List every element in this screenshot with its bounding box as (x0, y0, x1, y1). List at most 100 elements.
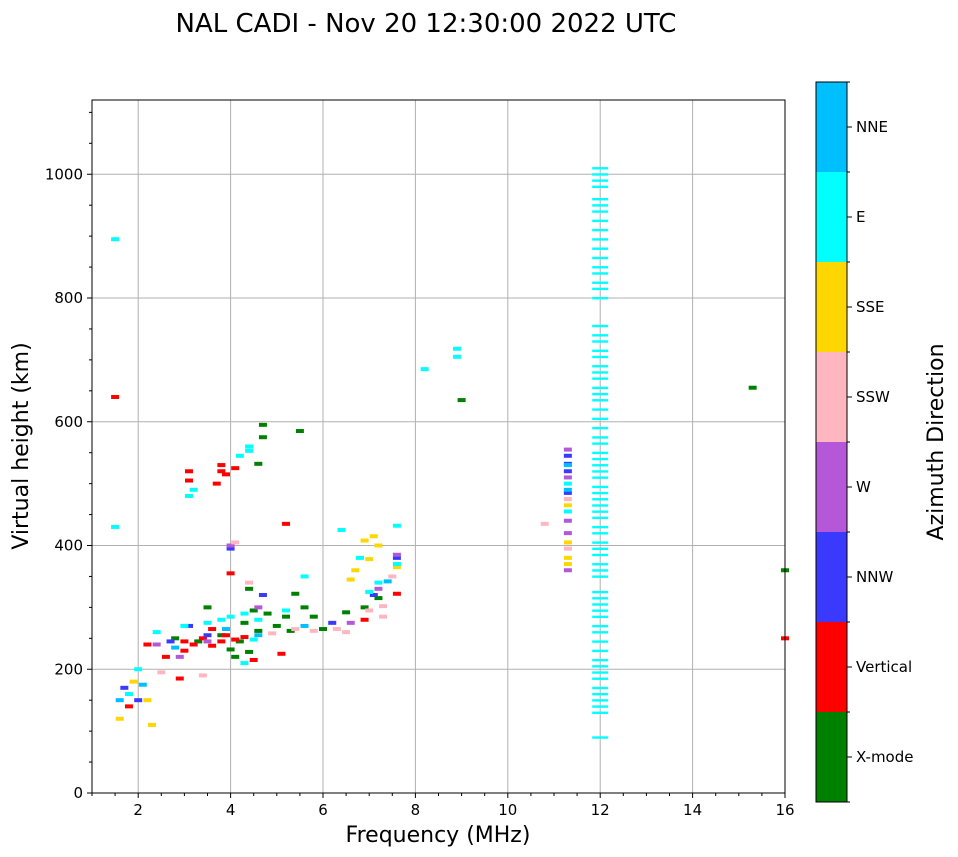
data-point-ssw (231, 540, 240, 545)
data-point-vertical-line (592, 238, 609, 241)
data-point-vertical-line (592, 516, 609, 520)
data-point-sse (360, 538, 369, 543)
data-point-vertical-line (592, 699, 609, 702)
data-point-x-mode (226, 647, 235, 652)
data-point-vertical-line (592, 563, 609, 566)
y-tick-label: 1000 (45, 165, 83, 183)
data-point-x-mode (217, 633, 226, 638)
x-tick-label: 6 (318, 801, 328, 819)
y-axis-title: Virtual height (km) (9, 342, 34, 549)
data-point-sse (346, 577, 355, 582)
data-point-sse (392, 565, 401, 570)
data-point-vertical-line (592, 553, 609, 557)
data-point-ssw (388, 574, 397, 579)
data-point-vertical-line (592, 219, 609, 223)
data-point-vertical-line (592, 324, 609, 328)
data-point-ssw (540, 521, 549, 526)
data-point-vertical-line (592, 228, 609, 232)
data-point-x-mode (194, 639, 203, 644)
colorbar-segment (816, 712, 847, 802)
data-point-vertical-line (592, 436, 609, 439)
data-point-vertical-line (592, 575, 609, 578)
data-point-vertical-line (592, 485, 609, 489)
chart-title: NAL CADI - Nov 20 12:30:00 2022 UTC (176, 9, 677, 39)
data-point-vertical-line (592, 491, 609, 495)
data-point-nne (221, 627, 230, 632)
data-point-vertical (231, 466, 240, 471)
colorbar-segment (816, 622, 847, 712)
data-point-vertical-line (592, 525, 609, 529)
data-point-vertical-line (592, 266, 609, 269)
data-point-ssw (291, 627, 300, 632)
data-point-e (282, 608, 291, 613)
data-point-vertical-line (592, 470, 609, 473)
data-point-sse (143, 698, 152, 703)
y-tick-label: 200 (54, 660, 83, 678)
data-point-nnw (134, 698, 143, 703)
data-point-ssw (268, 631, 277, 636)
data-point-vertical (221, 472, 230, 477)
data-point-e (189, 487, 198, 492)
data-point-e (563, 481, 572, 486)
data-point-x-mode (240, 620, 249, 625)
data-point-x-mode (282, 614, 291, 619)
data-point-e (134, 667, 143, 672)
data-point-vertical-line (592, 349, 609, 352)
data-point-vertical (198, 636, 207, 641)
data-point-vertical-line (592, 457, 609, 461)
colorbar-label: X-mode (856, 748, 913, 766)
data-point-x-mode (245, 586, 254, 591)
data-point-vertical (143, 642, 152, 647)
data-point-x-mode (309, 614, 318, 619)
data-point-x-mode (291, 591, 300, 596)
data-point-vertical-line (592, 736, 609, 739)
data-point-nnw (369, 593, 378, 597)
data-point-sse (563, 555, 572, 560)
data-point-vertical-line (592, 649, 609, 653)
y-tick-label: 600 (54, 413, 83, 431)
data-point-nne (254, 633, 263, 638)
data-point-w (152, 642, 161, 647)
data-point-vertical-line (592, 340, 609, 343)
data-point-w (226, 543, 235, 548)
data-point-vertical-line (592, 365, 609, 368)
data-point-vertical-line (592, 408, 609, 411)
data-point-w (392, 552, 401, 557)
data-point-vertical-line (592, 392, 609, 396)
colorbar-segment (816, 172, 847, 262)
data-point-vertical-line (592, 631, 609, 634)
data-point-vertical-line (592, 603, 609, 606)
colorbar-label: Vertical (856, 658, 912, 676)
data-point-nne (383, 579, 392, 584)
data-point-w (563, 447, 572, 452)
data-point-x-mode (300, 605, 309, 610)
data-point-vertical-line (592, 541, 609, 544)
data-point-e (563, 509, 572, 514)
x-tick-label: 10 (498, 801, 517, 819)
data-point-vertical-line (592, 464, 609, 467)
x-tick-label: 16 (775, 801, 794, 819)
data-point-sse (115, 716, 124, 721)
data-point-e (420, 367, 429, 372)
data-point-e (300, 574, 309, 579)
data-point-sse (374, 543, 383, 548)
data-point-vertical-line (592, 624, 609, 628)
data-point-vertical (231, 637, 240, 642)
data-point-x-mode (295, 429, 304, 434)
colorbar-label: W (856, 478, 871, 496)
data-point-vertical-line (592, 210, 609, 213)
colorbar-label: NNE (856, 118, 888, 136)
data-point-x-mode (263, 611, 272, 616)
data-point-nnw (203, 633, 212, 638)
data-point-vertical (111, 395, 120, 399)
data-point-x-mode (258, 435, 267, 440)
data-point-e (392, 523, 401, 528)
data-point-w (563, 531, 572, 536)
data-point-ssw (198, 673, 207, 678)
data-point-x-mode (171, 636, 180, 641)
data-point-vertical-line (592, 297, 609, 300)
data-point-vertical (249, 657, 258, 662)
grid (92, 100, 786, 794)
colorbar: X-mode Vertical NNW W SSW SSE E NNE (815, 81, 913, 803)
